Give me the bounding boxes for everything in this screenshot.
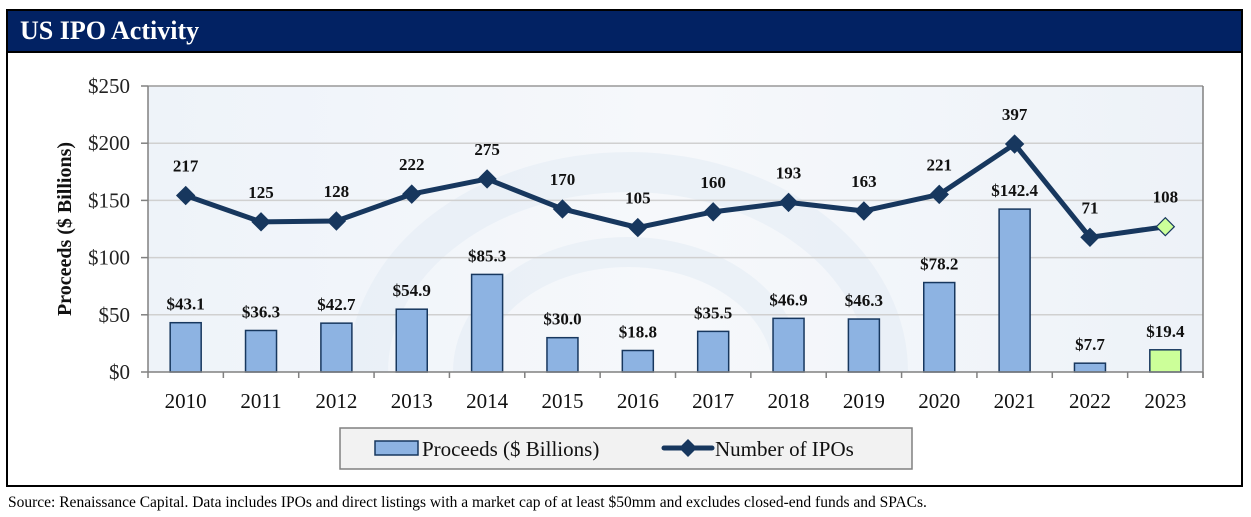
bar <box>244 329 278 373</box>
legend-label-proceeds: Proceeds ($ Billions) <box>422 437 599 461</box>
ipo-count-marker <box>1080 227 1100 248</box>
bar <box>395 308 428 373</box>
x-tick-label: 2016 <box>617 389 659 413</box>
y-tick-label: $0 <box>109 360 130 384</box>
bar <box>696 330 730 373</box>
y-tick-label: $150 <box>88 188 130 212</box>
bar <box>169 321 202 373</box>
bar <box>546 336 579 373</box>
bar <box>1073 362 1107 373</box>
x-tick-label: 2023 <box>1144 389 1186 413</box>
y-tick-label: $50 <box>99 303 131 327</box>
ipo-count-marker <box>326 211 347 231</box>
legend <box>339 427 913 470</box>
ipo-count-marker <box>854 201 874 221</box>
plot-area <box>148 86 1203 372</box>
bar-data-label: $78.2 <box>920 255 958 274</box>
ipo-count-marker <box>929 184 949 205</box>
ipo-count-marker <box>552 199 573 219</box>
legend-label-ipos: Number of IPOs <box>715 437 854 461</box>
ipo-count-marker <box>1155 216 1176 237</box>
bar <box>1149 349 1182 373</box>
line-data-label: 108 <box>1153 188 1179 207</box>
ipo-count-marker <box>175 185 196 206</box>
x-tick-label: 2019 <box>843 389 885 413</box>
x-tick-label: 2013 <box>391 389 433 413</box>
line-data-label: 163 <box>851 172 877 191</box>
x-tick-label: 2010 <box>165 389 207 413</box>
ipo-count-line <box>184 141 1166 240</box>
bar-data-label: $46.9 <box>769 290 807 309</box>
bar-data-label: $7.7 <box>1075 335 1105 354</box>
ipo-count-marker <box>703 202 723 222</box>
x-tick-label: 2012 <box>315 389 357 413</box>
bar <box>998 208 1031 373</box>
bar-data-label: $85.3 <box>468 246 506 265</box>
x-tick-label: 2022 <box>1069 389 1111 413</box>
line-data-label: 397 <box>1002 105 1028 124</box>
bar-data-label: $42.7 <box>317 295 356 314</box>
y-tick-label: $100 <box>88 246 130 270</box>
ipo-count-marker <box>1004 134 1025 154</box>
bar-data-label: $46.3 <box>845 291 883 310</box>
legend-diamond-icon <box>679 439 697 457</box>
bar <box>847 318 881 373</box>
bar <box>772 317 805 373</box>
bar-data-label: $36.3 <box>242 302 280 321</box>
y-tick-label: $250 <box>88 74 130 98</box>
bar <box>320 322 353 373</box>
line-data-label: 160 <box>700 173 726 192</box>
x-tick-label: 2021 <box>994 389 1036 413</box>
title-bar: US IPO Activity <box>8 11 1241 53</box>
bar <box>923 281 956 373</box>
x-tick-label: 2020 <box>918 389 960 413</box>
bar-data-label: $35.5 <box>694 303 732 322</box>
x-tick-label: 2015 <box>541 389 583 413</box>
chart-title: US IPO Activity <box>20 16 200 45</box>
line-data-label: 221 <box>927 155 953 174</box>
y-tick-label: $200 <box>88 131 130 155</box>
bar-data-label: $43.1 <box>167 295 205 314</box>
x-tick-label: 2014 <box>466 389 509 413</box>
bar <box>470 273 504 373</box>
source-note: Source: Renaissance Capital. Data includ… <box>8 494 927 511</box>
line-data-label: 193 <box>776 163 802 182</box>
line-data-label: 71 <box>1081 198 1098 217</box>
line-data-label: 105 <box>625 189 651 208</box>
ipo-count-marker <box>402 184 422 204</box>
line-data-label: 128 <box>324 182 350 201</box>
bar-data-label: $19.4 <box>1146 322 1185 341</box>
bar-data-label: $142.4 <box>991 181 1038 200</box>
x-tick-label: 2017 <box>692 389 734 413</box>
bar-data-label: $18.8 <box>619 322 657 341</box>
bar-data-label: $54.9 <box>393 281 431 300</box>
ipo-count-marker <box>778 192 799 213</box>
line-data-label: 125 <box>248 183 274 202</box>
line-data-label: 275 <box>474 140 500 159</box>
bar-data-label: $30.0 <box>543 310 581 329</box>
bar <box>621 349 655 373</box>
legend-bar-swatch <box>374 440 419 456</box>
ipo-count-marker <box>477 169 497 189</box>
ipo-count-marker <box>628 217 648 238</box>
line-data-label: 170 <box>550 170 576 189</box>
x-tick-label: 2018 <box>768 389 810 413</box>
line-data-label: 222 <box>399 155 425 174</box>
watermark-arc <box>348 152 908 373</box>
y-axis-title: Proceeds ($ Billions) <box>54 142 76 316</box>
line-data-label: 217 <box>173 157 199 176</box>
x-tick-label: 2011 <box>240 389 281 413</box>
ipo-count-marker <box>251 212 271 232</box>
